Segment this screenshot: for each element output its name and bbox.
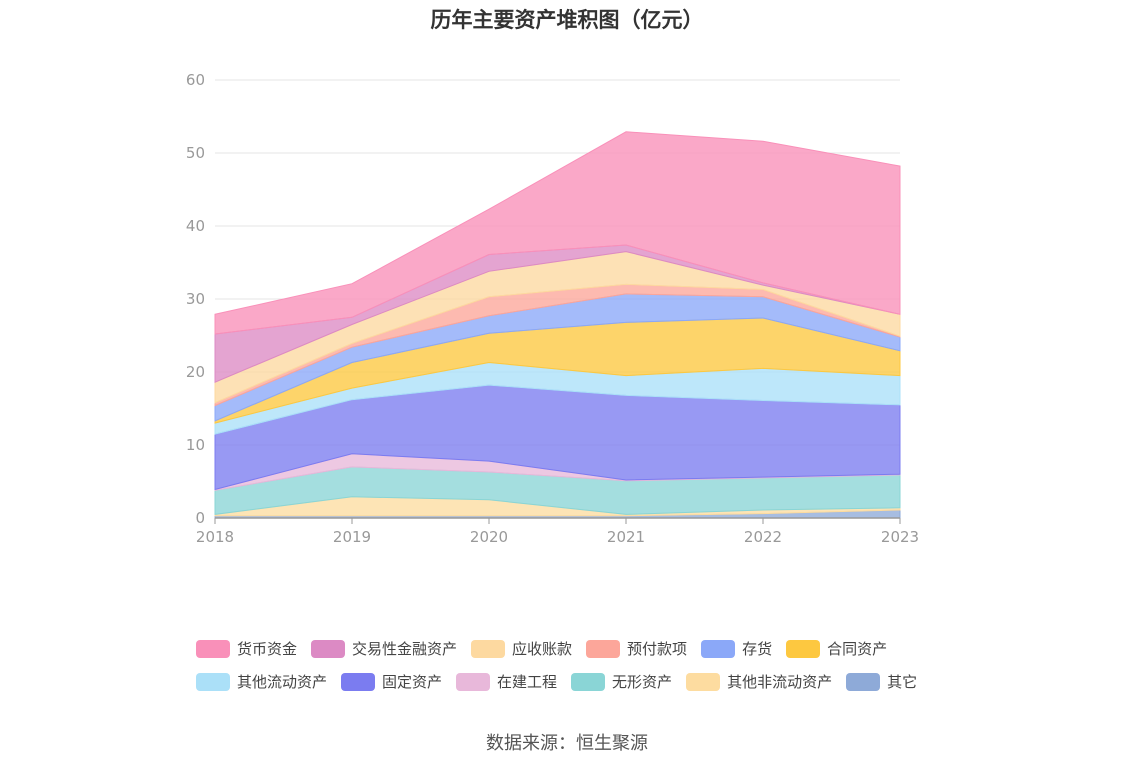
- y-tick-label: 0: [195, 509, 205, 527]
- legend-swatch: [311, 639, 346, 658]
- y-tick-label: 10: [186, 436, 205, 454]
- legend: 货币资金 交易性金融资产 应收账款 预付款项 存货 合同资产 其他流动资产 固定资产 在建工程…: [196, 632, 956, 698]
- axes: 0 10 20 30 40 50 60 2018 2019 2020 2021 2022 2023: [186, 71, 919, 546]
- legend-swatch: [586, 639, 621, 658]
- data-source: 数据来源：恒生聚源: [486, 733, 648, 754]
- x-tick-label: 2018: [196, 528, 234, 546]
- legend-item[interactable]: 合同资产: [786, 638, 887, 659]
- legend-row: 货币资金 交易性金融资产 应收账款 预付款项 存货 合同资产: [196, 632, 956, 665]
- legend-item[interactable]: 货币资金: [196, 638, 297, 659]
- legend-swatch: [196, 672, 230, 691]
- legend-row: 其他流动资产 固定资产 在建工程 无形资产 其他非流动资产 其它: [196, 665, 956, 698]
- x-tick-label: 2019: [333, 528, 371, 546]
- x-tick-label: 2022: [744, 528, 782, 546]
- legend-swatch: [701, 639, 736, 658]
- legend-item[interactable]: 存货: [701, 638, 772, 659]
- x-tick-label: 2021: [607, 528, 645, 546]
- legend-label: 货币资金: [237, 640, 298, 658]
- legend-label: 存货: [742, 640, 773, 658]
- legend-label: 其他非流动资产: [727, 673, 833, 691]
- legend-swatch: [471, 639, 506, 658]
- legend-item[interactable]: 其它: [846, 671, 917, 692]
- area-series: [214, 131, 901, 335]
- y-tick-label: 20: [186, 363, 205, 381]
- legend-item[interactable]: 无形资产: [571, 671, 672, 692]
- legend-label: 在建工程: [497, 673, 558, 691]
- legend-swatch: [341, 672, 376, 691]
- legend-item[interactable]: 应收账款: [471, 638, 572, 659]
- x-tick-label: 2023: [881, 528, 919, 546]
- legend-label: 固定资产: [382, 673, 443, 691]
- legend-label: 其他流动资产: [237, 673, 328, 691]
- legend-label: 应收账款: [512, 640, 573, 658]
- legend-swatch: [456, 672, 491, 691]
- y-tick-label: 40: [186, 217, 205, 235]
- chart-title: 历年主要资产堆积图（亿元）: [430, 8, 704, 32]
- legend-label: 无形资产: [612, 673, 673, 691]
- y-tick-label: 60: [186, 71, 205, 89]
- legend-label: 其它: [887, 673, 918, 691]
- legend-item[interactable]: 固定资产: [341, 671, 442, 692]
- legend-item[interactable]: 预付款项: [586, 638, 687, 659]
- area-series-group: [214, 131, 901, 519]
- legend-label: 预付款项: [627, 640, 688, 658]
- legend-label: 交易性金融资产: [352, 640, 458, 658]
- legend-swatch: [196, 639, 230, 658]
- legend-label: 合同资产: [827, 640, 888, 658]
- legend-item[interactable]: 交易性金融资产: [311, 638, 457, 659]
- legend-item[interactable]: 在建工程: [456, 671, 557, 692]
- x-tick-label: 2020: [470, 528, 508, 546]
- legend-item[interactable]: 其他流动资产: [196, 671, 327, 692]
- stacked-area-chart: 0 10 20 30 40 50 60 2018 2019 2020 2021 2022 2023: [186, 71, 919, 546]
- legend-swatch: [846, 672, 881, 691]
- legend-swatch: [571, 672, 606, 691]
- legend-swatch: [786, 639, 821, 658]
- y-tick-label: 30: [186, 290, 205, 308]
- legend-item[interactable]: 其他非流动资产: [686, 671, 832, 692]
- y-tick-label: 50: [186, 144, 205, 162]
- legend-swatch: [686, 672, 721, 691]
